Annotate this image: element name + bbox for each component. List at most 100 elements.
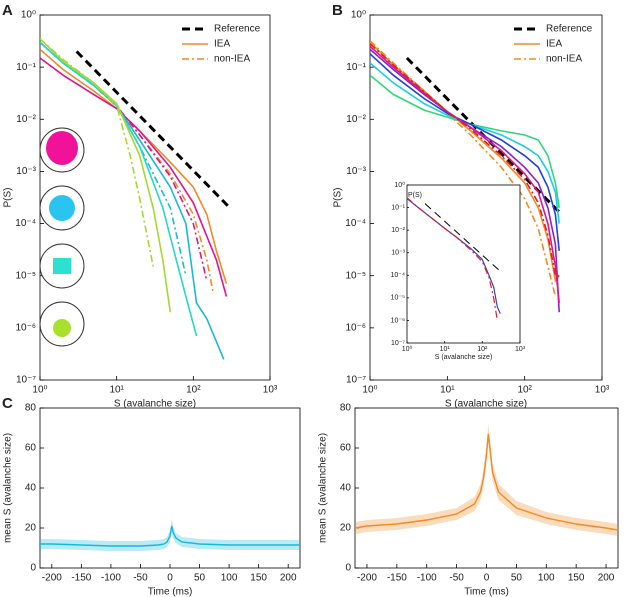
legend-label: IEA [214,39,230,50]
panel-label: B [332,2,343,19]
y-tick-label: 60 [340,443,352,454]
y-tick-label: 10⁻⁶ [345,322,366,333]
series-line [370,53,560,251]
x-tick-label: -100 [417,573,437,584]
plot [407,197,501,321]
y-axis-label: P(S) [408,192,422,199]
plot-area [39,407,301,569]
plot-area [406,184,521,344]
series-line [370,40,557,297]
y-tick-label: 10⁻⁶ [391,317,405,324]
chart: 10⁰ 10¹ 10² 10³ 10⁻⁷ 10⁻⁶ 10⁻⁵ 10⁻⁴ 10⁻³ 10⁻² 10⁻¹… [391,181,526,361]
y-tick-label: 10⁻² [391,227,405,234]
series-line [75,50,231,209]
chart: -200 -150 -100 -50 0 50 100 150 200 0 20 40 60 80 Time… [2,395,301,597]
y-tick-label: 0 [30,563,36,574]
series-line [40,38,154,267]
x-tick-label: 10³ [595,385,610,396]
y-tick-label: 10⁰ [394,181,405,189]
series-line [40,38,172,313]
y-tick-label: 20 [25,523,37,534]
series-line [40,41,198,337]
legend-label: non-IEA [214,54,250,65]
x-tick-label: 10¹ [109,385,124,396]
y-axis-label: P(S) [333,188,344,208]
panel-label: A [2,2,13,19]
x-tick-label: -200 [42,573,62,584]
y-tick-label: 10⁻⁴ [345,218,366,229]
y-axis-label: mean S (avalanche size) [318,433,329,543]
x-tick-label: 10⁰ [362,385,377,396]
y-tick-label: 10⁻⁴ [391,272,406,279]
y-tick-label: 10⁻¹ [391,204,405,211]
y-tick-label: 10⁻² [16,114,36,125]
x-axis-label: Time (ms) [148,587,193,597]
series-line [407,198,501,314]
plot [40,38,231,360]
series-line [370,62,560,224]
x-axis-label: S (avalanche size) [445,399,527,410]
x-tick-label: 150 [250,573,267,584]
y-tick-label: 20 [340,523,352,534]
x-tick-label: 0 [484,573,490,584]
x-tick-label: 200 [598,573,615,584]
x-axis-label: S (avalanche size) [114,399,196,410]
y-tick-label: 80 [25,403,37,414]
y-tick-label: 10⁻¹ [346,62,366,73]
legend-label: Reference [214,24,261,35]
scalp-map [39,127,85,173]
series-line [407,197,498,321]
x-tick-label: 200 [280,573,297,584]
plot [370,40,563,313]
x-tick-label: -50 [133,573,148,584]
series-line [370,43,560,277]
series-line [40,48,228,285]
legend-label: non-IEA [546,54,582,65]
y-tick-label: 10⁰ [21,10,36,21]
y-axis-label: mean S (avalanche size) [3,433,14,543]
series-line [40,57,228,297]
y-tick-label: 40 [340,483,352,494]
y-tick-label: 10⁻⁷ [346,375,366,386]
series-line [424,203,501,272]
y-tick-label: 0 [345,563,351,574]
y-axis-label: P(S) [3,188,14,208]
plot-area [354,407,619,569]
x-tick-label: 10² [477,346,488,353]
x-tick-label: 10³ [515,346,526,353]
chart: -200 -150 -100 -50 0 50 100 150 200 0 20 40 60 80 Time… [318,403,619,597]
y-tick-label: 10⁻⁴ [15,218,36,229]
x-tick-label: 10² [186,385,201,396]
x-tick-label: -150 [71,573,91,584]
x-tick-label: 10⁰ [402,345,413,353]
y-tick-label: 10⁻⁶ [15,322,36,333]
series-line [370,74,560,209]
y-tick-label: 10⁰ [351,10,366,21]
x-tick-label: 100 [538,573,555,584]
x-axis-label: S (avalanche size) [435,354,493,361]
x-tick-label: 10⁰ [32,385,47,396]
y-tick-label: 10⁻¹ [16,62,36,73]
legend-label: Reference [546,24,593,35]
x-tick-label: 10² [517,385,532,396]
scalp-map [39,185,85,231]
x-tick-label: -100 [101,573,121,584]
series-line [40,525,300,547]
plot [355,424,618,536]
x-tick-label: 150 [568,573,585,584]
y-tick-label: 10⁻³ [346,166,366,177]
x-axis-label: Time (ms) [464,587,509,597]
y-tick-label: 40 [25,483,37,494]
x-tick-label: 10³ [263,385,278,396]
series-line [370,48,560,313]
legend-label: IEA [546,39,562,50]
x-tick-label: 0 [167,573,173,584]
x-tick-label: -200 [357,573,377,584]
series-line [370,45,560,304]
x-tick-label: 10¹ [440,385,455,396]
scalp-map [39,243,85,289]
plot [40,519,300,551]
y-tick-label: 10⁻² [346,114,366,125]
x-tick-label: -50 [449,573,464,584]
